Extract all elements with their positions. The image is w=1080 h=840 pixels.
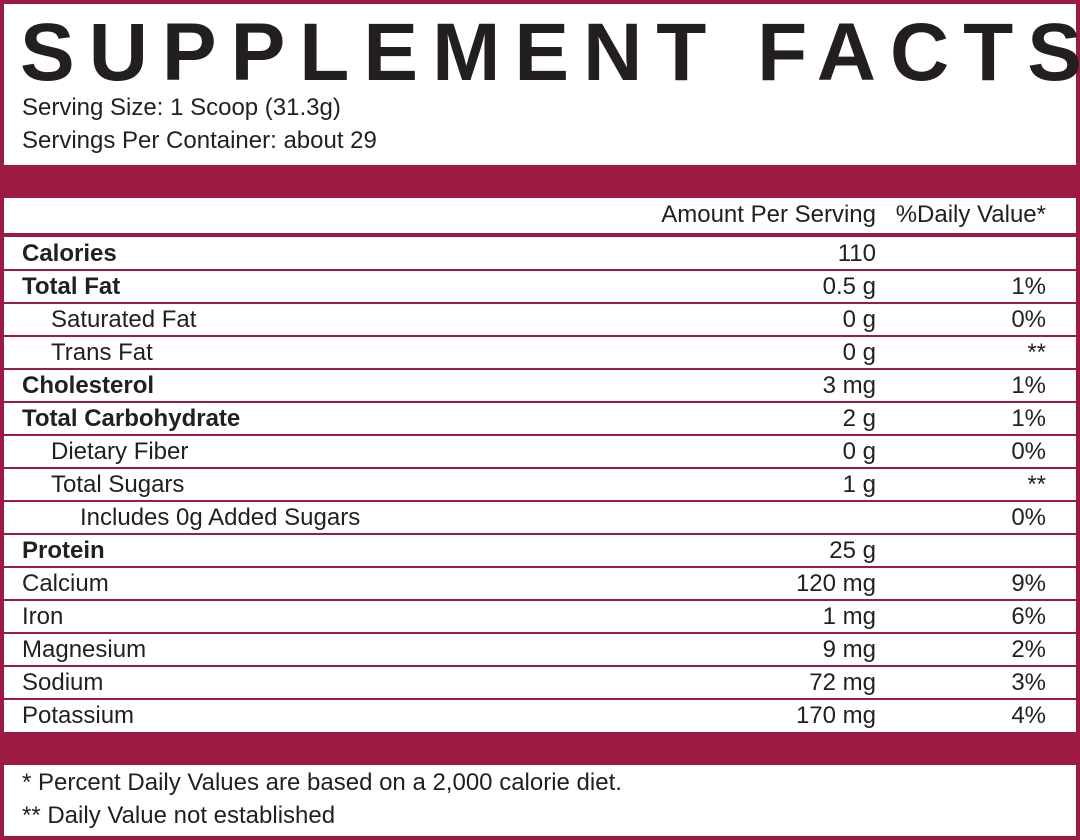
footnote: * Percent Daily Values are based on a 2,… bbox=[22, 769, 622, 796]
daily-value: 3% bbox=[1011, 669, 1046, 696]
row-rule bbox=[4, 269, 1076, 271]
row-rule bbox=[4, 632, 1076, 634]
top-band bbox=[4, 165, 1076, 198]
row-rule bbox=[4, 500, 1076, 502]
daily-value: 1% bbox=[1011, 372, 1046, 399]
daily-value: 4% bbox=[1011, 702, 1046, 729]
serving-size: Serving Size: 1 Scoop (31.3g) bbox=[22, 94, 341, 121]
nutrient-name: Calcium bbox=[22, 570, 109, 597]
row-rule bbox=[4, 566, 1076, 568]
nutrient-name: Magnesium bbox=[22, 636, 147, 663]
title: SUPPLEMENT FACTS bbox=[20, 7, 1080, 98]
row-rule bbox=[4, 599, 1076, 601]
amount: 9 mg bbox=[822, 636, 876, 663]
bottom-band bbox=[4, 732, 1076, 765]
servings-per-container: Servings Per Container: about 29 bbox=[22, 127, 377, 154]
daily-value: 6% bbox=[1011, 603, 1046, 630]
amount: 72 mg bbox=[809, 669, 876, 696]
column-header: Amount Per Serving bbox=[661, 201, 876, 228]
nutrient-name: Protein bbox=[22, 537, 105, 564]
footnote: ** Daily Value not established bbox=[22, 802, 336, 829]
header-rule bbox=[4, 233, 1076, 237]
row-rule bbox=[4, 467, 1076, 469]
daily-value: 0% bbox=[1011, 504, 1046, 531]
row-rule bbox=[4, 302, 1076, 304]
row-rule bbox=[4, 335, 1076, 337]
daily-value: 1% bbox=[1011, 273, 1046, 300]
row-rule bbox=[4, 434, 1076, 436]
nutrient-name: Iron bbox=[22, 603, 64, 630]
daily-value: 9% bbox=[1011, 570, 1046, 597]
nutrient-name: Dietary Fiber bbox=[51, 438, 189, 465]
daily-value: 0% bbox=[1011, 306, 1046, 333]
amount: 0.5 g bbox=[822, 273, 876, 300]
nutrient-name: Total Fat bbox=[22, 273, 121, 300]
amount: 110 bbox=[837, 240, 876, 267]
amount: 0 g bbox=[842, 438, 876, 465]
daily-value: 1% bbox=[1011, 405, 1046, 432]
amount: 25 g bbox=[829, 537, 876, 564]
nutrient-name: Calories bbox=[22, 240, 117, 267]
amount: 2 g bbox=[842, 405, 876, 432]
amount: 1 g bbox=[842, 471, 876, 498]
amount: 3 mg bbox=[822, 372, 876, 399]
nutrient-name: Includes 0g Added Sugars bbox=[80, 504, 361, 531]
amount: 0 g bbox=[842, 306, 876, 333]
row-rule bbox=[4, 533, 1076, 535]
nutrient-name: Total Sugars bbox=[51, 471, 185, 498]
amount: 0 g bbox=[842, 339, 876, 366]
nutrient-name: Sodium bbox=[22, 669, 104, 696]
amount: 170 mg bbox=[795, 702, 876, 729]
amount: 1 mg bbox=[822, 603, 876, 630]
row-rule bbox=[4, 401, 1076, 403]
amount: 120 mg bbox=[795, 570, 876, 597]
daily-value: ** bbox=[1027, 339, 1046, 366]
nutrient-name: Trans Fat bbox=[51, 339, 153, 366]
nutrient-name: Total Carbohydrate bbox=[22, 405, 241, 432]
nutrient-name: Potassium bbox=[22, 702, 135, 729]
row-rule bbox=[4, 368, 1076, 370]
daily-value: 0% bbox=[1011, 438, 1046, 465]
daily-value: ** bbox=[1027, 471, 1046, 498]
nutrient-name: Cholesterol bbox=[22, 372, 155, 399]
daily-value: 2% bbox=[1011, 636, 1046, 663]
row-rule bbox=[4, 665, 1076, 667]
column-header: %Daily Value* bbox=[895, 201, 1046, 228]
nutrient-name: Saturated Fat bbox=[51, 306, 197, 333]
row-rule bbox=[4, 698, 1076, 700]
